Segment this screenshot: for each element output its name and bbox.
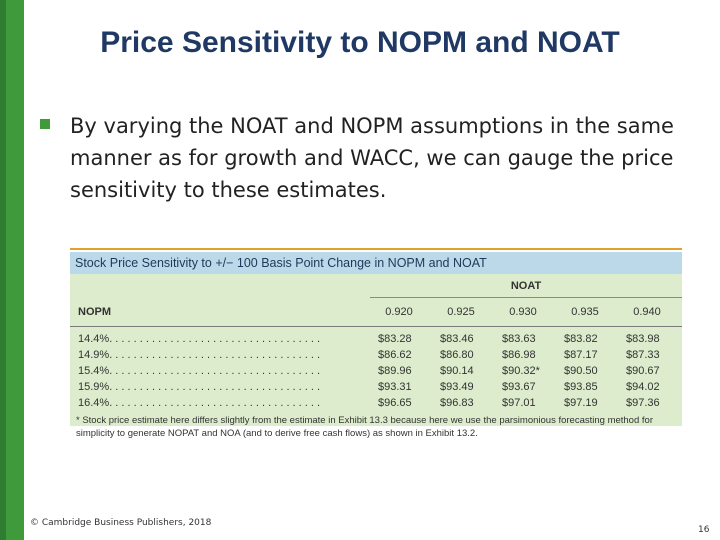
column-header: 0.925 — [447, 306, 475, 318]
table-cell: $93.67 — [502, 381, 536, 393]
table-row: 14.4%. . . . . . . . . . . . . . . . . .… — [70, 331, 682, 347]
noat-group-header: NOAT — [370, 274, 682, 298]
table-cell: $96.83 — [440, 397, 474, 409]
table-row: 15.4%. . . . . . . . . . . . . . . . . .… — [70, 363, 682, 379]
table-cell: $93.85 — [564, 381, 598, 393]
square-bullet-icon — [40, 119, 50, 129]
slide-title: Price Sensitivity to NOPM and NOAT — [100, 26, 620, 59]
bullet-text: By varying the NOAT and NOPM assumptions… — [70, 114, 674, 202]
row-label: 14.4%. . . . . . . . . . . . . . . . . .… — [78, 333, 321, 345]
table-cell: $89.96 — [378, 365, 412, 377]
sensitivity-exhibit: Stock Price Sensitivity to +/− 100 Basis… — [70, 248, 682, 440]
page-number: 16 — [698, 525, 710, 535]
table-cell: $86.98 — [502, 349, 536, 361]
table-cell: $86.62 — [378, 349, 412, 361]
sensitivity-table: NOAT NOPM 0.920 0.925 0.930 0.935 0.940 … — [70, 274, 682, 426]
table-cell: $83.82 — [564, 333, 598, 345]
table-cell: $94.02 — [626, 381, 660, 393]
exhibit-footnote: * Stock price estimate here differs slig… — [76, 415, 653, 439]
bullet-point: By varying the NOAT and NOPM assumptions… — [40, 110, 690, 206]
row-label: 15.4%. . . . . . . . . . . . . . . . . .… — [78, 365, 321, 377]
column-header-row: NOPM 0.920 0.925 0.930 0.935 0.940 — [70, 302, 682, 324]
row-label: 15.9%. . . . . . . . . . . . . . . . . .… — [78, 381, 321, 393]
table-cell: $93.31 — [378, 381, 412, 393]
table-cell: $90.14 — [440, 365, 474, 377]
table-cell: $93.49 — [440, 381, 474, 393]
table-cell: $90.50 — [564, 365, 598, 377]
column-header: 0.930 — [509, 306, 537, 318]
table-row: 16.4%. . . . . . . . . . . . . . . . . .… — [70, 395, 682, 411]
table-cell: $87.33 — [626, 349, 660, 361]
column-header: 0.935 — [571, 306, 599, 318]
table-row: 15.9%. . . . . . . . . . . . . . . . . .… — [70, 379, 682, 395]
exhibit-top-rule — [70, 248, 682, 250]
table-row: 14.9%. . . . . . . . . . . . . . . . . .… — [70, 347, 682, 363]
header-rule — [70, 326, 682, 327]
table-cell: $83.63 — [502, 333, 536, 345]
table-cell: $90.67 — [626, 365, 660, 377]
copyright-notice: © Cambridge Business Publishers, 2018 — [30, 518, 212, 528]
table-cell: $90.32* — [502, 365, 540, 377]
table-cell: $97.19 — [564, 397, 598, 409]
row-label: 16.4%. . . . . . . . . . . . . . . . . .… — [78, 397, 321, 409]
column-header: 0.940 — [633, 306, 661, 318]
row-label: 14.9%. . . . . . . . . . . . . . . . . .… — [78, 349, 321, 361]
exhibit-header: Stock Price Sensitivity to +/− 100 Basis… — [70, 252, 682, 274]
nopm-row-header: NOPM — [78, 306, 111, 318]
left-accent-bar — [0, 0, 24, 540]
table-cell: $86.80 — [440, 349, 474, 361]
table-cell: $97.36 — [626, 397, 660, 409]
table-cell: $97.01 — [502, 397, 536, 409]
left-accent-stripe — [0, 0, 6, 540]
table-cell: $83.98 — [626, 333, 660, 345]
table-cell: $96.65 — [378, 397, 412, 409]
table-cell: $83.28 — [378, 333, 412, 345]
table-cell: $87.17 — [564, 349, 598, 361]
column-header: 0.920 — [385, 306, 413, 318]
table-cell: $83.46 — [440, 333, 474, 345]
